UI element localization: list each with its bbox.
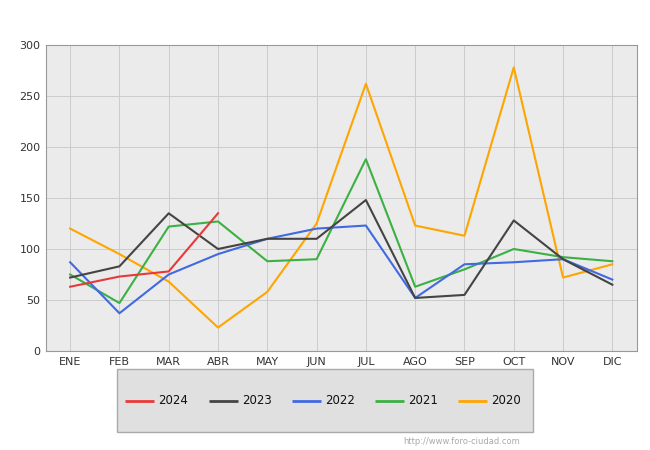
Text: 2021: 2021 xyxy=(408,394,438,407)
Text: Matriculaciones de Vehiculos en Montcada i Reixac: Matriculaciones de Vehiculos en Montcada… xyxy=(130,13,520,28)
Text: 2023: 2023 xyxy=(242,394,272,407)
Text: 2020: 2020 xyxy=(491,394,521,407)
Text: http://www.foro-ciudad.com: http://www.foro-ciudad.com xyxy=(403,436,520,446)
Text: 2024: 2024 xyxy=(159,394,188,407)
FancyBboxPatch shape xyxy=(117,369,533,432)
Text: 2022: 2022 xyxy=(325,394,355,407)
